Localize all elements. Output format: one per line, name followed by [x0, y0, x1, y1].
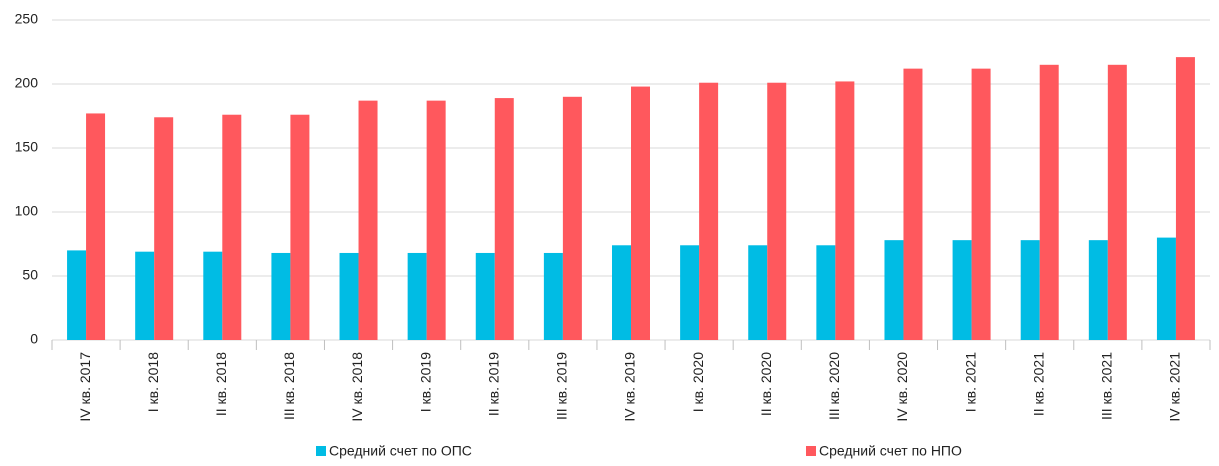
- bar: [407, 252, 427, 340]
- bar: [699, 82, 719, 340]
- x-tick-label: III кв. 2019: [554, 352, 570, 420]
- x-tick-label: I кв. 2021: [962, 352, 978, 412]
- bar: [203, 251, 223, 340]
- x-tick-label: I кв. 2018: [145, 352, 161, 412]
- x-tick-label: III кв. 2018: [281, 352, 297, 420]
- bar: [680, 245, 700, 340]
- y-tick-label: 50: [22, 267, 38, 283]
- bar: [271, 252, 291, 340]
- bar: [1156, 237, 1176, 340]
- bar: [358, 100, 378, 340]
- legend-label: Средний счет по НПО: [819, 443, 962, 459]
- y-tick-label: 100: [15, 203, 39, 219]
- bar: [86, 113, 106, 340]
- bar: [816, 245, 836, 340]
- x-tick-label: IV кв. 2020: [894, 352, 910, 422]
- bar: [67, 250, 87, 340]
- x-tick-label: IV кв. 2018: [349, 352, 365, 422]
- y-tick-label: 150: [15, 139, 39, 155]
- bar: [1020, 240, 1040, 340]
- bar: [494, 98, 514, 340]
- bar: [222, 114, 242, 340]
- bar: [884, 240, 904, 340]
- x-tick-label: I кв. 2019: [417, 352, 433, 412]
- x-tick-label: II кв. 2018: [213, 352, 229, 416]
- y-tick-label: 250: [15, 11, 39, 27]
- x-tick-label: II кв. 2020: [758, 352, 774, 416]
- bar: [971, 68, 991, 340]
- bar: [339, 252, 359, 340]
- x-tick-label: I кв. 2020: [690, 352, 706, 412]
- legend-label: Средний счет по ОПС: [329, 443, 472, 459]
- bar: [1107, 64, 1127, 341]
- y-tick-label: 200: [15, 75, 39, 91]
- bar: [631, 86, 650, 340]
- bar: [612, 245, 631, 340]
- bar: [835, 81, 855, 340]
- bar: [952, 240, 972, 340]
- legend-swatch: [316, 446, 326, 456]
- bar: [1088, 240, 1108, 340]
- bar: [562, 96, 582, 340]
- x-tick-label: II кв. 2021: [1030, 352, 1046, 416]
- x-tick-label: IV кв. 2021: [1167, 352, 1183, 422]
- bar: [767, 82, 787, 340]
- x-tick-label: III кв. 2021: [1099, 352, 1115, 420]
- bar: [1175, 57, 1195, 341]
- bar: [135, 251, 155, 340]
- bar: [1039, 64, 1059, 341]
- x-tick-label: IV кв. 2019: [622, 352, 638, 422]
- bar: [475, 252, 495, 340]
- bar: [543, 252, 563, 340]
- x-tick-label: III кв. 2020: [826, 352, 842, 420]
- bar: [154, 117, 174, 340]
- bar: [748, 245, 768, 340]
- legend-swatch: [806, 446, 816, 456]
- bar: [290, 114, 310, 340]
- bar: [426, 100, 446, 340]
- bar: [903, 68, 923, 340]
- x-tick-label: II кв. 2019: [485, 352, 501, 416]
- y-tick-label: 0: [30, 331, 38, 347]
- x-tick-label: IV кв. 2017: [77, 352, 93, 422]
